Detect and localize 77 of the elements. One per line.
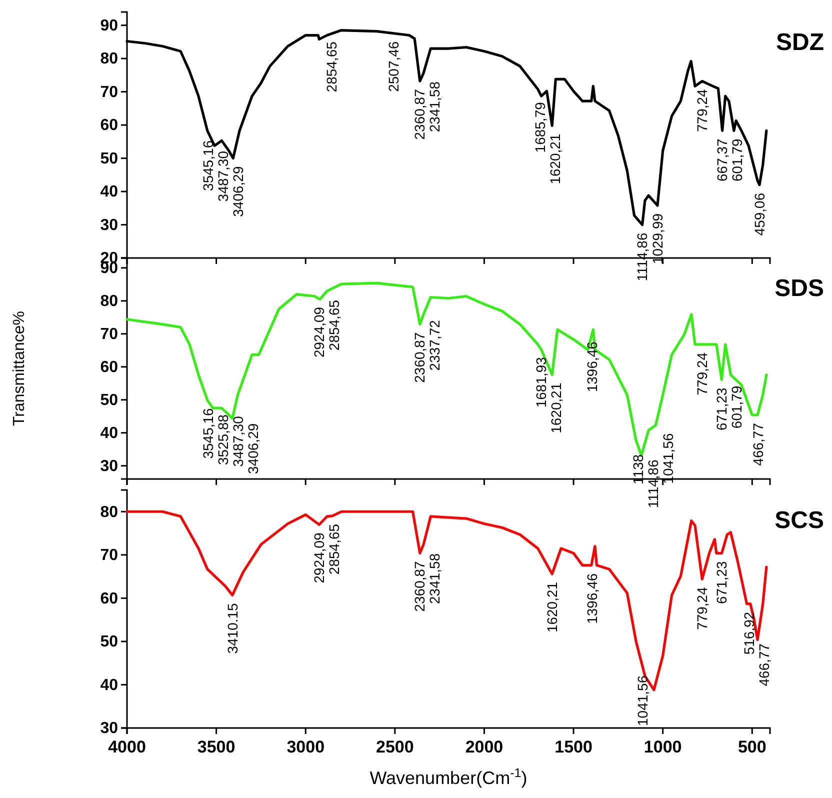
annotation: 601,79 (728, 386, 744, 429)
annotation: 2924,09 (311, 532, 328, 584)
annotation: 2924,09 (311, 306, 328, 358)
annotation: 779,24 (694, 586, 710, 630)
annotation: 667,37 (714, 138, 730, 182)
annotation: 1114,86 (645, 459, 662, 508)
x-axis-title: Wavenumber(Cm$^{-1}$) (370, 766, 528, 788)
annotation: 1029,99 (649, 213, 666, 264)
annotation: 466,77 (750, 422, 766, 466)
annotation: 2360,87 (412, 88, 428, 140)
annotation: 1396,46 (584, 573, 600, 624)
y-tick-label: 80 (100, 50, 118, 68)
annotation: 2360,87 (412, 560, 428, 612)
text: SDS (774, 275, 824, 302)
annotation: 3410.15 (224, 602, 240, 654)
text: SDZ (776, 29, 824, 56)
annotation: 2360,87 (412, 332, 428, 383)
y-tick-label: 30 (100, 216, 118, 234)
annotation: 3406,29 (245, 423, 262, 474)
y-tick-label: 70 (100, 547, 118, 564)
annotation: 779,24 (694, 88, 710, 132)
x-tick-label: 500 (738, 737, 766, 756)
annotation: 459,06 (751, 192, 768, 236)
annotation: 3406,29 (230, 166, 246, 217)
y-tick-label: 90 (100, 17, 118, 34)
x-tick-label: 1500 (554, 737, 592, 756)
annotation: 1681,93 (532, 356, 549, 408)
annotation: 1396,46 (584, 341, 600, 392)
y-tick-label: 60 (100, 590, 118, 608)
y-axis-title: Transmittance% (11, 311, 28, 426)
text: SCS (774, 507, 824, 534)
annotation: 779,24 (694, 352, 710, 396)
annotation: 3545,16 (200, 408, 216, 459)
annotation: 1620,21 (547, 133, 564, 184)
x-tick-label: 3500 (197, 737, 236, 756)
annotation: 671,23 (713, 560, 730, 604)
annotation: 3545,16 (200, 140, 216, 191)
y-tick-label: 50 (100, 150, 118, 168)
annotation: 2341,58 (426, 81, 443, 132)
annotation: 3487,30 (215, 150, 232, 202)
y-tick-label: 50 (100, 634, 118, 651)
y-tick-label: 30 (100, 720, 118, 738)
annotation: 1685,79 (532, 102, 548, 153)
annotation: 1041,56 (660, 433, 676, 484)
annotation: 2507,46 (385, 41, 402, 92)
annotation: 1620,21 (548, 382, 564, 434)
annotation: 3525,88 (215, 414, 232, 466)
x-tick-label: 4000 (108, 737, 146, 756)
y-tick-label: 80 (100, 293, 118, 310)
annotation: 1620,21 (544, 582, 560, 633)
y-tick-label: 70 (100, 326, 118, 343)
y-tick-label: 80 (100, 504, 118, 521)
annotation: 1114,86 (634, 232, 650, 282)
x-tick-label: 2500 (376, 737, 414, 756)
annotation: 1138 (630, 454, 646, 484)
y-tick-label: 30 (100, 458, 118, 475)
x-tick-label: 2000 (465, 737, 504, 756)
annotation: 671,23 (713, 388, 730, 431)
y-tick-label: 60 (100, 117, 118, 134)
annotation: 601,79 (729, 138, 746, 182)
annotation: 3487,30 (230, 416, 246, 467)
y-tick-label: 40 (100, 184, 118, 201)
y-tick-label: 60 (100, 358, 118, 376)
y-tick-label: 40 (100, 676, 118, 694)
annotation: 1041,56 (634, 675, 650, 726)
annotation: 2854,65 (323, 41, 340, 92)
annotation: 2854,65 (326, 524, 342, 575)
annotation: 466,77 (756, 643, 772, 686)
y-tick-label: 70 (100, 84, 118, 101)
x-tick-label: 1000 (644, 737, 682, 756)
annotation: 2337,72 (426, 320, 443, 371)
y-tick-label: 40 (100, 424, 118, 442)
x-tick-label: 3000 (286, 737, 325, 756)
annotation: 2854,65 (326, 300, 342, 351)
y-tick-label: 50 (100, 392, 118, 409)
annotation: 2341,58 (426, 553, 443, 604)
annotation: 516,92 (741, 612, 758, 655)
